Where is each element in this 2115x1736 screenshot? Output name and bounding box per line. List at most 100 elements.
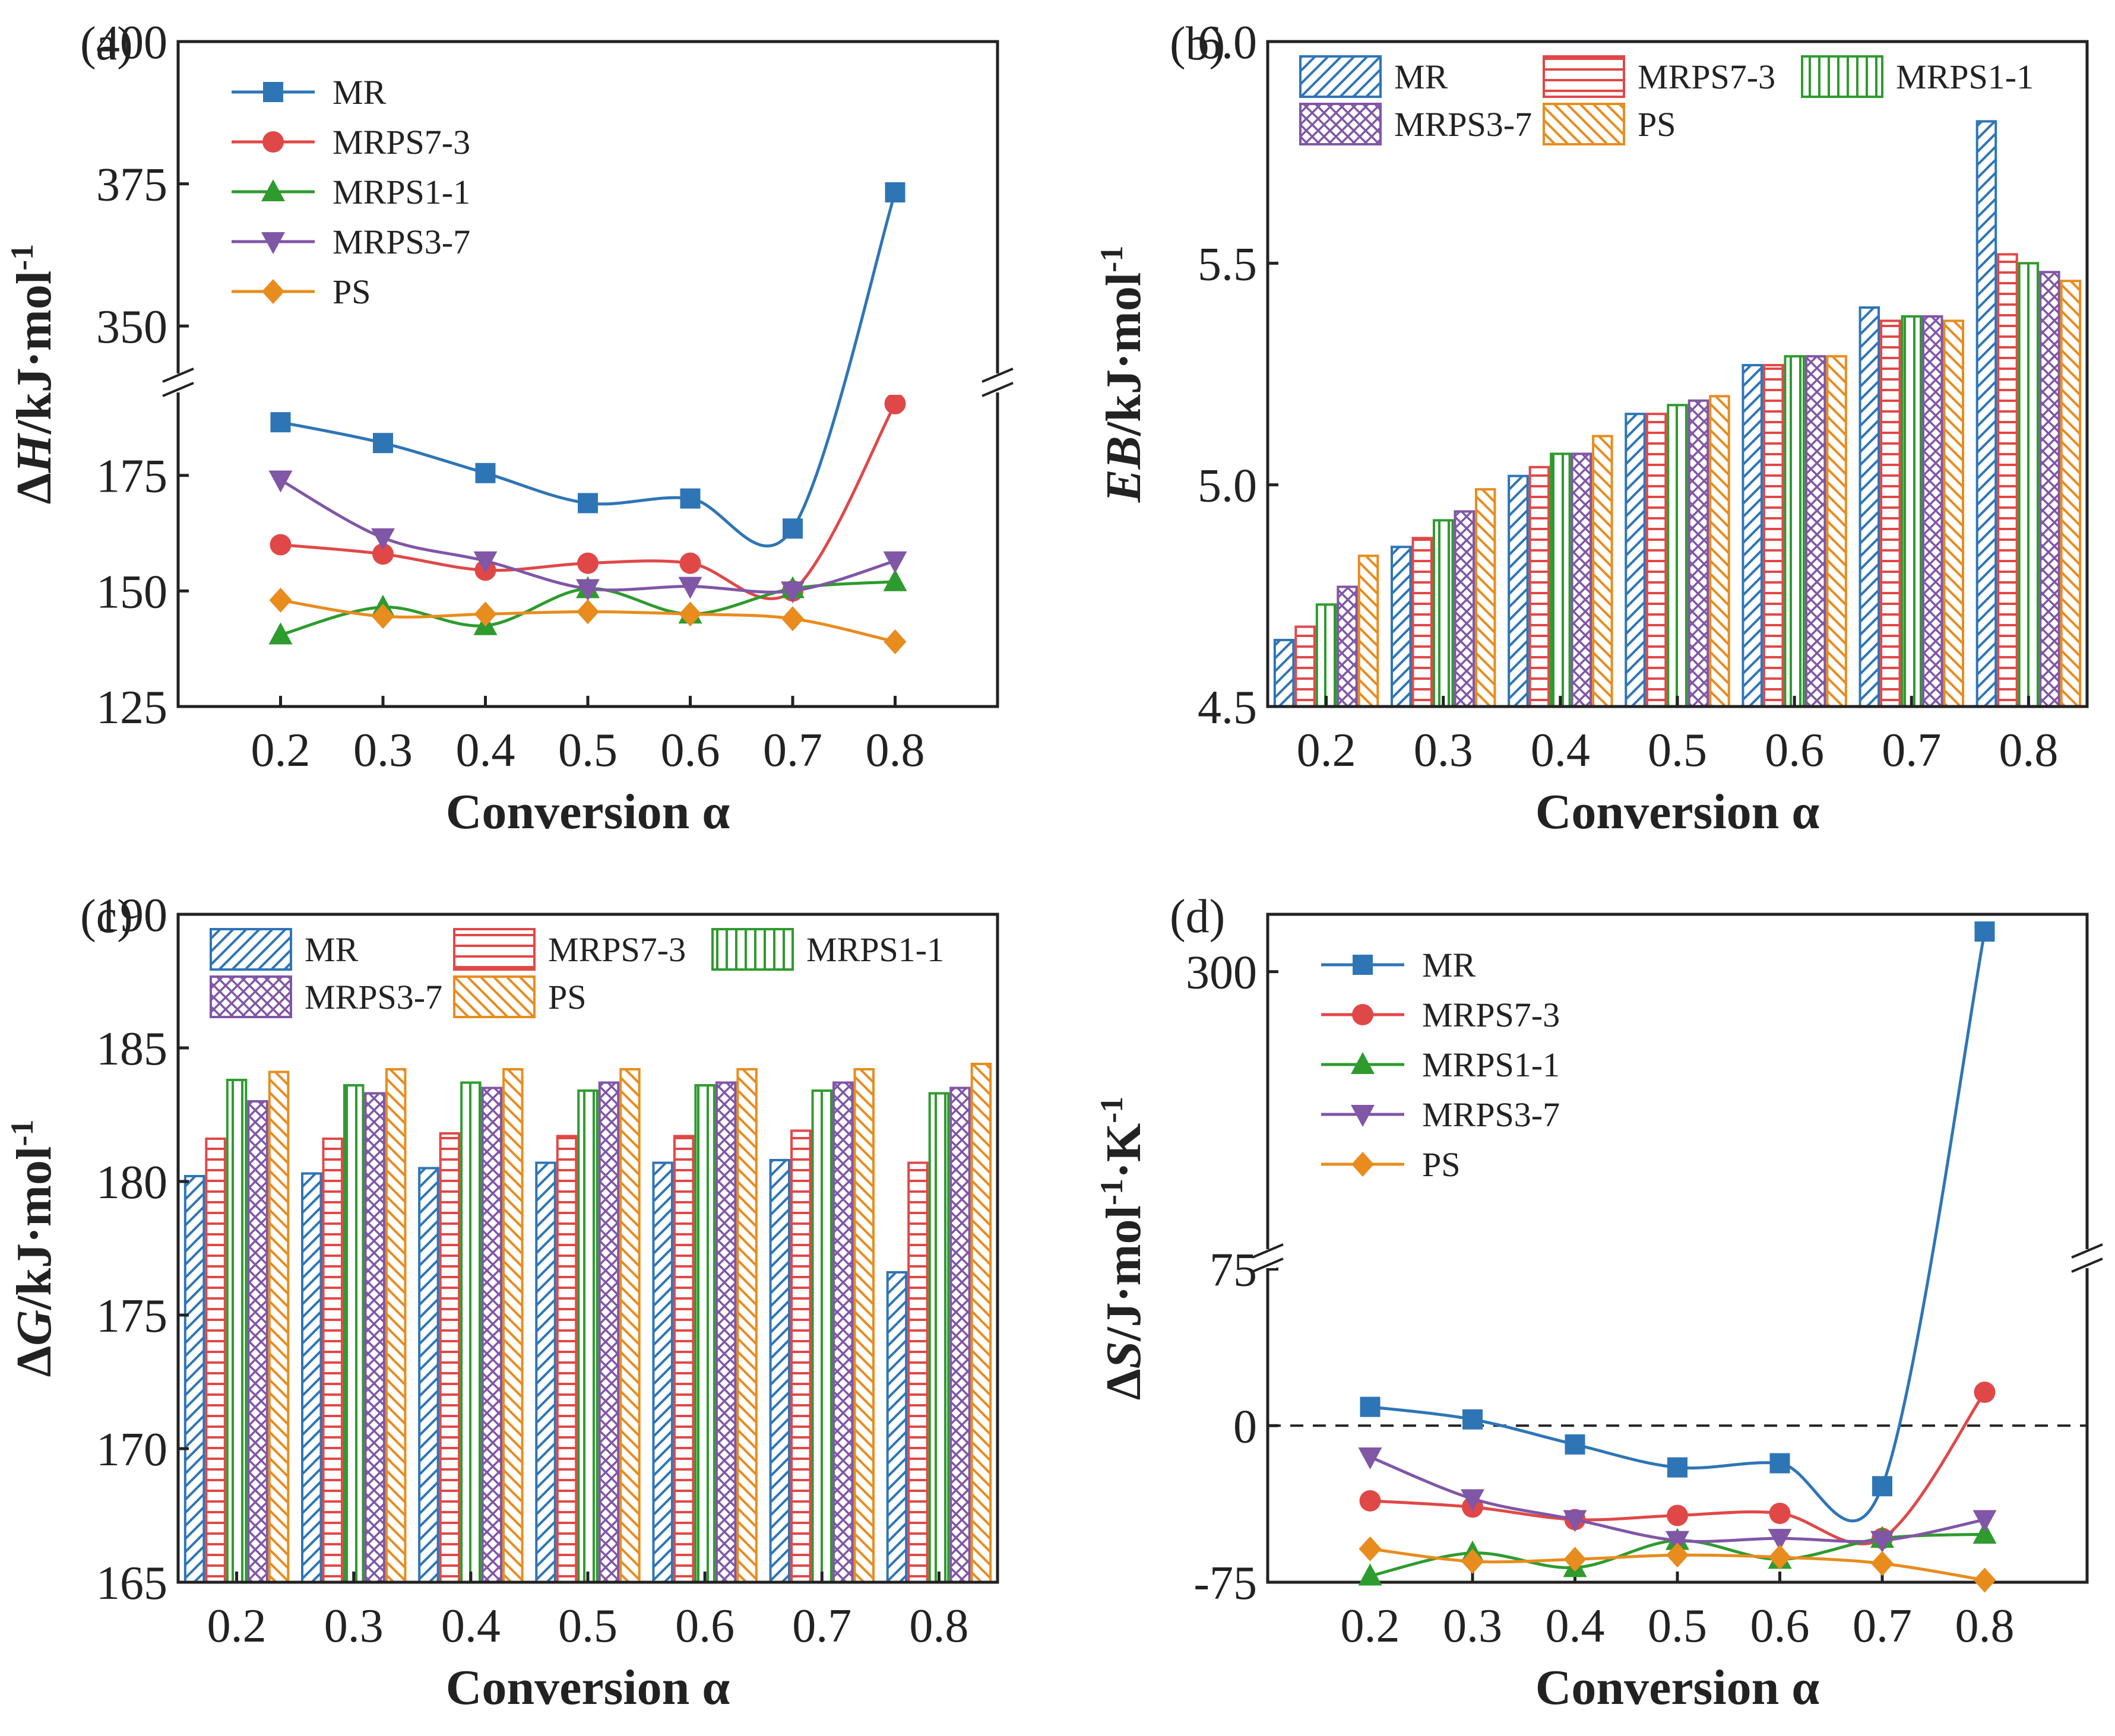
panel-1-label: (b) xyxy=(1170,18,1225,70)
panel-0-x-tick-label: 0.2 xyxy=(251,724,311,777)
panel-0-label: (a) xyxy=(80,18,133,70)
panel-2-y-tick-label: 175 xyxy=(96,1290,167,1342)
series-mr xyxy=(1273,120,1997,708)
panel-0-y-tick-label: 350 xyxy=(96,301,167,353)
point-mr xyxy=(885,182,905,202)
point-mrps3-7 xyxy=(1461,1489,1484,1512)
panel-3-x-tick-label: 0.4 xyxy=(1546,1600,1605,1652)
bar-mr xyxy=(301,1172,322,1583)
panel-1-x-tick-label: 0.7 xyxy=(1882,724,1941,777)
point-mrps3-7 xyxy=(883,551,907,574)
point-mrps3-7 xyxy=(1972,1510,1997,1532)
panel-0: (a) 125 150 175 350 375 400 0.2 0.3 0.4 0.5 0.6 0.7 0… xyxy=(4,17,1014,840)
panel-3-curve-break-gap xyxy=(1939,1247,2038,1271)
point-mrps3-7 xyxy=(1768,1529,1792,1551)
panel-1-y-tick-label: 5.5 xyxy=(1198,238,1257,290)
legend-label-mrps1-1: MRPS1-1 xyxy=(1896,58,2034,96)
point-mrps3-7 xyxy=(268,470,293,493)
panel-3-y-axis-label: ΔS/J·mol-1·K-1 xyxy=(1094,1097,1151,1400)
point-mr xyxy=(680,488,701,509)
bar-ps xyxy=(385,1068,407,1583)
panel-0-axis-break-mark xyxy=(981,368,1014,383)
panel-0-y-axis-label: ΔH/kJ·mol-1 xyxy=(4,244,62,504)
legend-label-mrps1-1: MRPS1-1 xyxy=(333,173,470,211)
point-mrps7-3 xyxy=(577,552,599,574)
legend-label-mrps7-3: MRPS7-3 xyxy=(1638,58,1775,96)
panel-3-x-tick-label: 0.2 xyxy=(1341,1600,1400,1652)
bar-mr xyxy=(1625,413,1646,708)
legend-swatch-mrps7-3 xyxy=(1543,55,1625,98)
bar-mrps3-7 xyxy=(949,1086,971,1583)
panel-0-legend: MR MRPS7-3 MRPS1-1 MRPS3-7 PS xyxy=(232,73,470,311)
series-mr xyxy=(270,182,905,547)
point-mr xyxy=(373,433,393,454)
panel-1-x-tick-label: 0.3 xyxy=(1414,724,1473,777)
point-ps xyxy=(1973,1567,1996,1593)
bar-mr xyxy=(886,1271,908,1583)
bar-mrps7-3 xyxy=(907,1161,929,1583)
panel-1-x-tick-label: 0.6 xyxy=(1765,724,1824,777)
bar-mrps1-1 xyxy=(1784,355,1805,708)
legend-label-mrps7-3: MRPS7-3 xyxy=(333,123,470,161)
point-mrps3-7 xyxy=(1870,1531,1894,1553)
bar-mrps7-3 xyxy=(205,1138,226,1583)
panel-1-y-tick-label: 6.0 xyxy=(1198,17,1257,69)
bar-mrps1-1 xyxy=(577,1089,599,1583)
bar-mrps1-1 xyxy=(226,1079,248,1583)
panel-3-label: (d) xyxy=(1170,891,1225,943)
point-mrps7-3 xyxy=(1667,1504,1688,1526)
point-mrps7-3 xyxy=(270,534,292,556)
legend-marker-ps xyxy=(262,279,284,304)
panel-3-y-tick-label: 300 xyxy=(1186,947,1257,999)
panel-2: (c) 165 170 175 180 185 190 0.2 0.3 0.4 0.5 0.6 0.7 0… xyxy=(4,889,999,1715)
bar-ps xyxy=(1592,435,1613,708)
panel-2-x-tick-label: 0.6 xyxy=(675,1600,734,1652)
bar-mr xyxy=(1742,364,1763,708)
point-mrps3-7 xyxy=(1563,1510,1587,1532)
bar-mrps1-1 xyxy=(694,1084,715,1583)
bar-mrps7-3 xyxy=(673,1135,695,1583)
point-mrps3-7 xyxy=(1358,1447,1382,1470)
bar-ps xyxy=(619,1068,641,1583)
bar-ps xyxy=(2060,280,2082,708)
point-mr xyxy=(1565,1434,1585,1455)
point-mrps7-3 xyxy=(884,393,906,415)
series-mr xyxy=(1360,921,1995,1523)
bar-ps xyxy=(502,1068,524,1583)
panel-0-x-tick-label: 0.5 xyxy=(558,724,618,777)
panel-1: (b) 4.5 5.0 5.5 6.0 0.2 0.3 0.4 0.5 0.6 0.7 0.8 Conv… xyxy=(1094,17,2089,840)
bar-mrps1-1 xyxy=(1901,315,1923,708)
bar-mrps3-7 xyxy=(715,1081,737,1583)
panel-3-x-tick-label: 0.5 xyxy=(1648,1600,1707,1652)
bar-mrps1-1 xyxy=(811,1089,833,1583)
bar-mr xyxy=(1858,306,1880,708)
bar-mrps3-7 xyxy=(1804,355,1826,708)
legend-marker-mrps3-7 xyxy=(1351,1105,1375,1127)
panel-3-legend: MR MRPS7-3 MRPS1-1 MRPS3-7 PS xyxy=(1321,946,1560,1184)
legend-swatch-mr xyxy=(1299,55,1382,98)
series-mrps3-7 xyxy=(1358,1447,1997,1553)
series-ps xyxy=(1359,1536,1996,1593)
series-mrps3-7 xyxy=(268,470,907,604)
legend-marker-mrps7-3 xyxy=(262,131,284,153)
bar-mrps3-7 xyxy=(598,1081,620,1583)
point-ps xyxy=(372,604,394,629)
legend-swatch-ps xyxy=(1543,103,1625,145)
bar-mr xyxy=(769,1159,791,1583)
panel-1-x-tick-label: 0.5 xyxy=(1648,724,1707,777)
bar-mr xyxy=(535,1161,556,1583)
point-ps xyxy=(1563,1547,1587,1572)
bar-mr xyxy=(1391,546,1412,708)
point-mr xyxy=(270,412,291,433)
legend-label-ps: PS xyxy=(333,273,371,311)
point-mr xyxy=(1872,1476,1892,1497)
panel-0-curve-break-gap xyxy=(850,371,949,395)
panel-2-legend: MR MRPS7-3 MRPS1-1 MRPS3-7 PS xyxy=(210,928,944,1018)
point-mrps3-7 xyxy=(576,579,600,601)
panel-0-x-tick-label: 0.8 xyxy=(866,724,925,777)
panel-2-y-tick-label: 180 xyxy=(96,1157,167,1209)
bar-mrps1-1 xyxy=(460,1081,482,1583)
bar-mrps3-7 xyxy=(1922,315,1943,708)
panel-3-axis-break-mark xyxy=(1252,1243,1284,1259)
